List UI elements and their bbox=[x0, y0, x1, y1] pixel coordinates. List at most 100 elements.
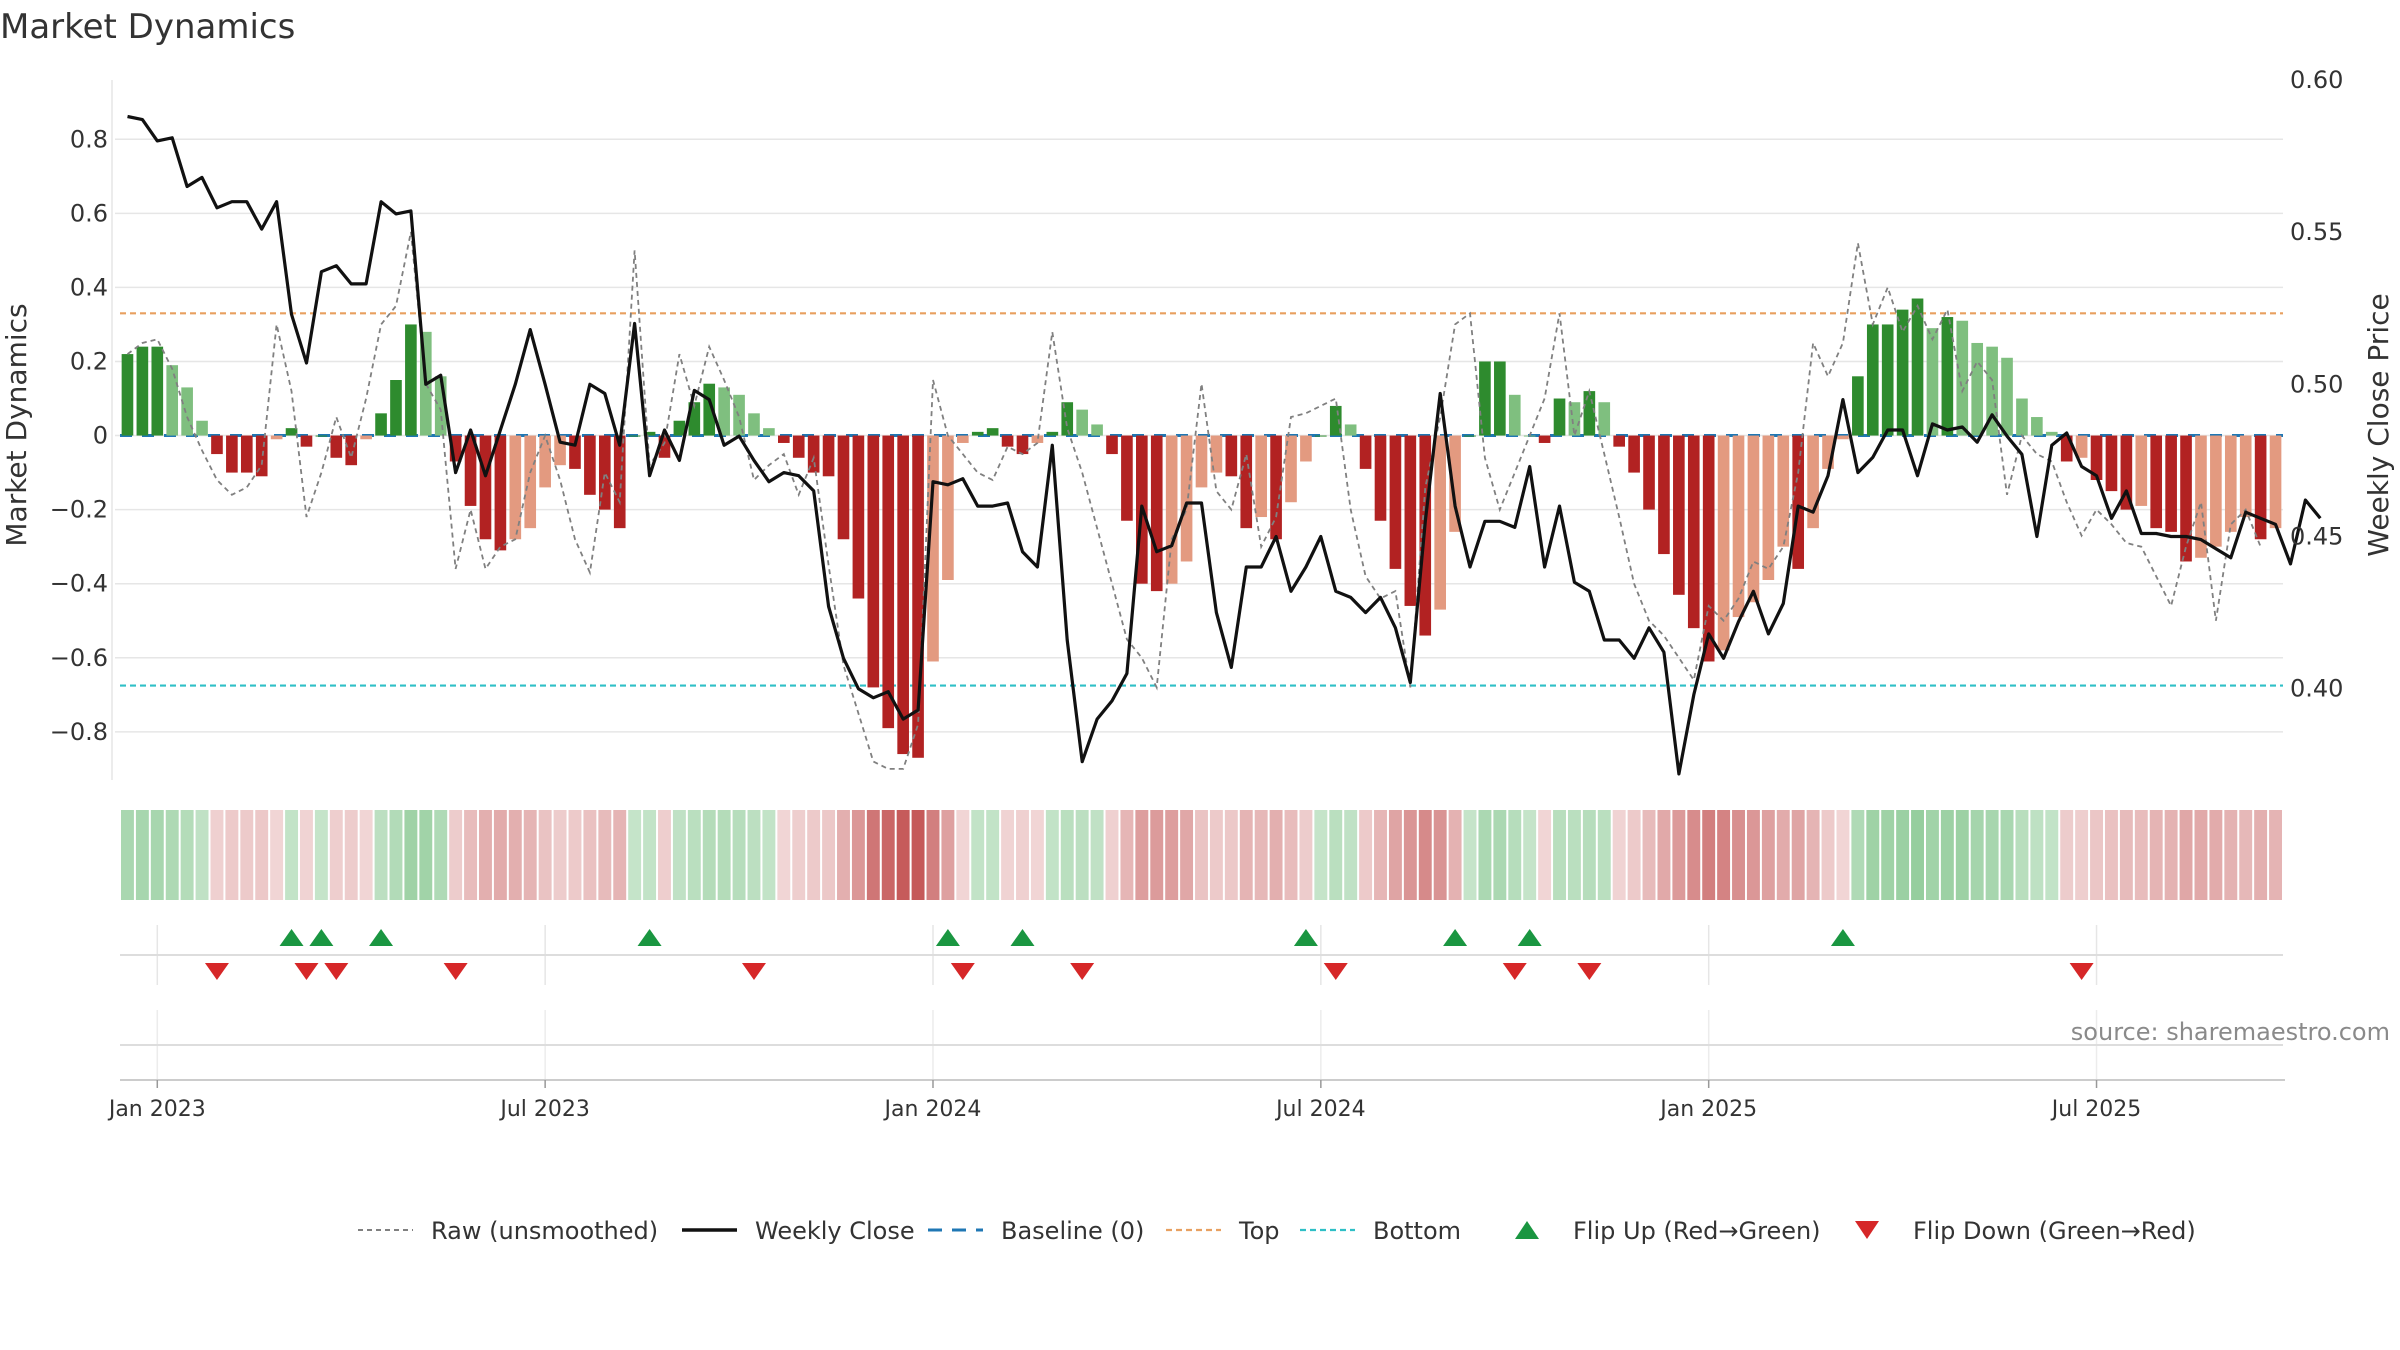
strip-cell bbox=[1269, 810, 1283, 900]
strip-cell bbox=[1493, 810, 1507, 900]
strip-cell bbox=[1821, 810, 1835, 900]
md-bar bbox=[1822, 435, 1834, 469]
left-tick-label: −0.6 bbox=[50, 644, 108, 672]
md-bar bbox=[1210, 435, 1223, 473]
md-bar bbox=[1568, 402, 1581, 436]
md-bar bbox=[1121, 435, 1133, 521]
md-bar bbox=[494, 435, 507, 551]
md-bar bbox=[226, 435, 238, 473]
md-bar bbox=[2105, 435, 2118, 492]
date-tick-label: Jul 2024 bbox=[1274, 1097, 1366, 1122]
strip-cell bbox=[2000, 810, 2014, 900]
md-bar bbox=[1449, 435, 1461, 532]
md-bar bbox=[852, 435, 865, 599]
left-axis-title: Market Dynamics bbox=[0, 303, 33, 546]
strip-cell bbox=[1030, 810, 1044, 900]
legend: Raw (unsmoothed) Weekly Close Baseline (0)… bbox=[358, 1217, 2196, 1245]
flip-markers-panel bbox=[120, 925, 2283, 985]
md-bar bbox=[613, 435, 626, 529]
strip-cell bbox=[1359, 810, 1373, 900]
md-bar bbox=[1031, 435, 1044, 443]
strip-cell bbox=[1001, 810, 1015, 900]
strip-cell bbox=[374, 810, 388, 900]
strip-cell bbox=[180, 810, 194, 900]
md-bar bbox=[1881, 324, 1894, 436]
flip-down-marker bbox=[443, 963, 468, 980]
strip-cell bbox=[344, 810, 358, 900]
strip-cell bbox=[687, 810, 701, 900]
strip-cell bbox=[1045, 810, 1059, 900]
md-bar bbox=[763, 428, 775, 436]
md-bar bbox=[1866, 324, 1879, 436]
strip-cell bbox=[1567, 810, 1581, 900]
strip-cell bbox=[1657, 810, 1671, 900]
md-bar bbox=[1329, 405, 1342, 436]
strip-cell bbox=[2090, 810, 2103, 900]
strip-cell bbox=[2164, 810, 2178, 900]
md-bar bbox=[897, 435, 909, 755]
legend-swatch-flip-up bbox=[1515, 1221, 1539, 1239]
md-bar bbox=[345, 435, 358, 466]
md-bar bbox=[2165, 435, 2177, 532]
date-axis: Jan 2023 Jul 2023 Jan 2024 Jul 2024 Jan 2025… bbox=[107, 1080, 2141, 1122]
strip-cell bbox=[1329, 810, 1343, 900]
md-bar bbox=[1658, 435, 1670, 555]
strip-cell bbox=[389, 810, 403, 900]
legend-label: Top bbox=[1238, 1217, 1280, 1245]
strip-cell bbox=[1239, 810, 1253, 900]
md-bar bbox=[1956, 320, 1969, 436]
md-bar bbox=[1986, 346, 1998, 436]
strip-cell bbox=[1925, 810, 1939, 900]
strip-cell bbox=[732, 810, 746, 900]
strip-cell bbox=[1314, 810, 1328, 900]
strip-cell bbox=[1791, 810, 1805, 900]
md-bar bbox=[688, 402, 701, 436]
strip-cell bbox=[1896, 810, 1910, 900]
right-tick-label: 0.55 bbox=[2290, 218, 2343, 246]
md-bar bbox=[1628, 435, 1640, 473]
strip-cell bbox=[1851, 810, 1865, 900]
right-tick-label: 0.40 bbox=[2290, 675, 2343, 703]
flip-down-marker bbox=[950, 963, 975, 980]
md-bar bbox=[270, 435, 283, 440]
md-bar bbox=[1180, 435, 1193, 562]
flip-up-marker bbox=[1517, 929, 1542, 946]
strip-cell bbox=[165, 810, 179, 900]
flip-up-marker bbox=[309, 929, 334, 946]
raw-unsmoothed-line bbox=[126, 231, 2262, 770]
strip-cell bbox=[926, 810, 940, 900]
strip-cell bbox=[1597, 810, 1611, 900]
md-bar bbox=[837, 435, 850, 540]
md-bar bbox=[822, 435, 835, 477]
strip-cell bbox=[2134, 810, 2148, 900]
strip-cell bbox=[971, 810, 985, 900]
md-bar bbox=[2060, 435, 2073, 462]
md-bar bbox=[1613, 435, 1626, 447]
strip-cell bbox=[479, 810, 492, 900]
strip-cell bbox=[1448, 810, 1462, 900]
md-bar bbox=[1777, 435, 1790, 547]
strip-cell bbox=[1955, 810, 1969, 900]
strip-cell bbox=[866, 810, 880, 900]
date-tick-label: Jul 2023 bbox=[498, 1097, 590, 1122]
md-bar bbox=[2135, 435, 2148, 506]
strip-cell bbox=[702, 810, 716, 900]
right-tick-label: 0.45 bbox=[2290, 523, 2343, 551]
md-bar bbox=[1702, 435, 1715, 662]
md-bar bbox=[927, 435, 939, 662]
strip-cell bbox=[434, 810, 448, 900]
strip-cell bbox=[598, 810, 612, 900]
md-bar bbox=[121, 354, 134, 436]
md-bar bbox=[1106, 435, 1118, 455]
md-bar bbox=[2269, 435, 2282, 529]
flip-down-marker bbox=[204, 963, 229, 980]
md-bar bbox=[1061, 402, 1074, 436]
strip-cell bbox=[747, 810, 761, 900]
md-bar bbox=[1896, 309, 1909, 436]
md-bar bbox=[792, 435, 805, 458]
md-bar bbox=[1359, 435, 1372, 469]
left-tick-label: 0.4 bbox=[70, 273, 108, 301]
strip-cell bbox=[1090, 810, 1104, 900]
left-tick-label: −0.4 bbox=[50, 570, 108, 598]
